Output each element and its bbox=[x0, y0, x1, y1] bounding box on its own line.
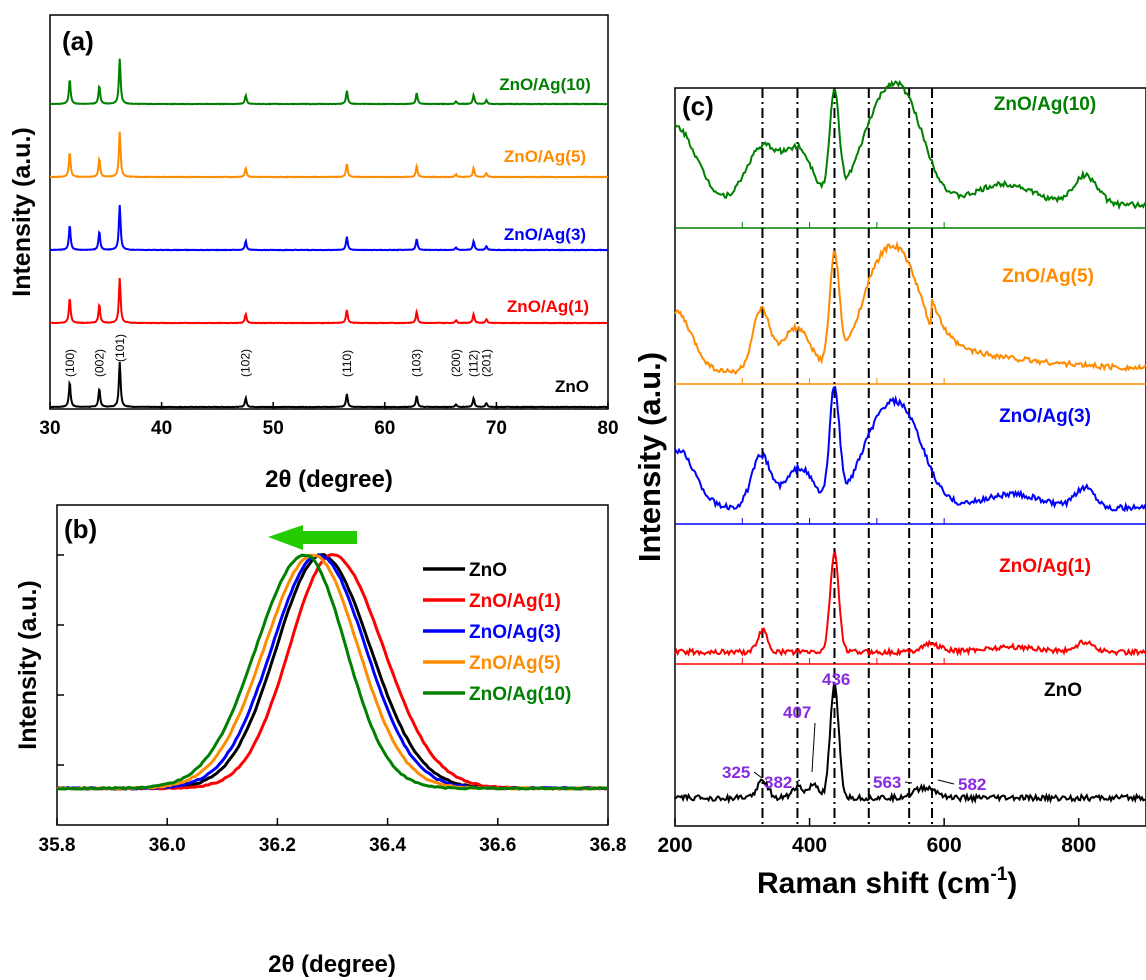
reflection-label: (101) bbox=[113, 334, 127, 362]
annotation-arrow bbox=[904, 781, 913, 784]
x-tick-label: 36.6 bbox=[479, 835, 516, 856]
annotation-arrow bbox=[937, 779, 955, 785]
xrd-series-label: ZnO bbox=[555, 377, 589, 396]
xrd-series-label: ZnO/Ag(1) bbox=[507, 297, 589, 316]
raman-series-zno bbox=[674, 683, 1146, 805]
panel-b-y-ticks bbox=[57, 554, 64, 766]
raman-series-zno-ag-10 bbox=[674, 79, 1146, 211]
annotation-arrow bbox=[753, 771, 763, 779]
x-tick-label: 35.8 bbox=[39, 835, 76, 856]
xrd-series-zno-ag-5 bbox=[49, 131, 609, 179]
x-tick-label: 400 bbox=[792, 834, 827, 857]
x-tick-label: 36.0 bbox=[149, 835, 186, 856]
reflection-label: (112) bbox=[467, 350, 481, 377]
panel-b: (b) ZnO ZnO/Ag(1) ZnO/Ag(3) ZnO/Ag(5) ZnO/Ag… bbox=[14, 504, 627, 978]
xrd-series-zno-ag-10 bbox=[49, 58, 608, 106]
panel-a-curves bbox=[49, 58, 609, 409]
x-tick-label: 36.4 bbox=[369, 835, 406, 856]
panel-c-x-axis-label-main: Raman shift (cm bbox=[757, 867, 990, 900]
xrd-zoom-series-zno-ag-10 bbox=[57, 553, 609, 791]
reflection-label: (100) bbox=[63, 349, 77, 377]
panel-c-x-ticks: 200 400 600 800 bbox=[657, 818, 1096, 857]
xrd-series-zno-ag-3 bbox=[49, 204, 608, 252]
shift-arrow-icon bbox=[268, 525, 357, 550]
raman-series-label: ZnO/Ag(1) bbox=[999, 556, 1091, 577]
raman-series-zno-ag-5 bbox=[674, 240, 1146, 376]
panel-b-frame bbox=[56, 504, 609, 826]
x-tick-label: 36.2 bbox=[259, 835, 296, 856]
reflection-label: (200) bbox=[449, 349, 463, 377]
x-tick-label: 36.8 bbox=[590, 835, 627, 856]
x-tick-label: 200 bbox=[657, 834, 692, 857]
panel-a: (a) ZnO ZnO/Ag(1) ZnO/Ag(3) ZnO/Ag(5) ZnO/Ag… bbox=[8, 14, 619, 493]
panel-c-y-axis-label: Intensity (a.u.) bbox=[632, 352, 667, 562]
peak-annotation-563: 563 bbox=[873, 773, 901, 792]
legend-label: ZnO/Ag(1) bbox=[469, 591, 561, 612]
panel-a-frame bbox=[49, 14, 609, 410]
panel-c-frame bbox=[674, 87, 1146, 827]
panel-b-x-ticks: 35.8 36.0 36.2 36.4 36.6 36.8 bbox=[39, 818, 627, 856]
legend-label: ZnO/Ag(3) bbox=[469, 622, 561, 643]
panel-a-x-ticks: 30 40 50 60 70 80 bbox=[39, 402, 619, 439]
panel-a-x-axis-label: 2θ (degree) bbox=[265, 466, 393, 493]
panel-b-curves bbox=[56, 553, 609, 791]
reflection-label: (110) bbox=[340, 350, 354, 377]
reflection-label: (201) bbox=[479, 349, 493, 377]
x-tick-label: 60 bbox=[374, 418, 395, 439]
peak-annotation-582: 582 bbox=[958, 775, 986, 794]
xrd-series-label: ZnO/Ag(3) bbox=[504, 225, 586, 244]
panel-c: ZnO/Ag(10)ZnO/Ag(5)ZnO/Ag(3)ZnO/Ag(1)ZnO… bbox=[632, 79, 1146, 900]
x-tick-label: 40 bbox=[151, 418, 172, 439]
panel-a-y-axis-label: Intensity (a.u.) bbox=[8, 127, 36, 296]
legend-label: ZnO/Ag(10) bbox=[469, 684, 571, 705]
annotation-arrow bbox=[795, 779, 801, 783]
peak-annotation-436: 436 bbox=[822, 670, 850, 689]
raman-series-label: ZnO/Ag(3) bbox=[999, 406, 1091, 427]
raman-series-label: ZnO/Ag(5) bbox=[1002, 266, 1094, 287]
panel-a-label: (a) bbox=[62, 26, 94, 56]
annotation-arrow bbox=[811, 722, 816, 773]
x-tick-label: 30 bbox=[39, 418, 60, 439]
panel-c-x-axis-label-close: ) bbox=[1007, 867, 1017, 900]
peak-annotation-382: 382 bbox=[764, 773, 792, 792]
x-tick-label: 600 bbox=[927, 834, 962, 857]
legend-label: ZnO/Ag(5) bbox=[469, 653, 561, 674]
panel-b-legend: ZnO ZnO/Ag(1) ZnO/Ag(3) ZnO/Ag(5) ZnO/Ag(10) bbox=[423, 560, 571, 705]
peak-annotation-325: 325 bbox=[722, 763, 750, 782]
panel-c-separators bbox=[675, 222, 1146, 665]
xrd-series-zno bbox=[50, 361, 609, 409]
panel-c-label: (c) bbox=[682, 91, 714, 121]
xrd-series-label: ZnO/Ag(10) bbox=[499, 75, 591, 94]
legend-label: ZnO bbox=[469, 560, 507, 581]
reflection-label: (002) bbox=[92, 349, 106, 377]
raman-series-zno-ag-1 bbox=[674, 549, 1146, 658]
panel-b-label: (b) bbox=[64, 514, 97, 544]
shift-arrow bbox=[268, 525, 357, 550]
raman-series-label: ZnO bbox=[1044, 680, 1082, 701]
raman-series-label: ZnO/Ag(10) bbox=[994, 94, 1096, 115]
panel-b-x-axis-label: 2θ (degree) bbox=[268, 951, 396, 978]
xrd-series-label: ZnO/Ag(5) bbox=[504, 147, 586, 166]
x-tick-label: 800 bbox=[1061, 834, 1096, 857]
raman-series-zno-ag-3 bbox=[674, 385, 1146, 513]
panel-a-series-labels: ZnO ZnO/Ag(1) ZnO/Ag(3) ZnO/Ag(5) ZnO/Ag(10) bbox=[499, 75, 591, 396]
reflection-label: (102) bbox=[239, 349, 253, 377]
panel-c-x-axis-label: Raman shift (cm-1) bbox=[757, 864, 1017, 900]
x-tick-label: 50 bbox=[263, 418, 284, 439]
panel-c-curves bbox=[674, 79, 1146, 805]
xrd-series-zno-ag-1 bbox=[49, 277, 609, 325]
panel-c-x-axis-label-sup: -1 bbox=[990, 864, 1007, 885]
peak-annotation-407: 407 bbox=[783, 703, 811, 722]
x-tick-label: 70 bbox=[486, 418, 507, 439]
panel-c-series-labels: ZnO/Ag(10) ZnO/Ag(5) ZnO/Ag(3) ZnO/Ag(1) ZnO bbox=[994, 94, 1096, 701]
x-tick-label: 80 bbox=[597, 418, 618, 439]
reflection-label: (103) bbox=[410, 349, 424, 377]
panel-b-y-axis-label: Intensity (a.u.) bbox=[14, 580, 42, 749]
panel-a-reflection-labels: (100) (002) (101) (102) (110) (103) (200) (112)… bbox=[63, 334, 494, 377]
panel-c-peak-annotations: 325 382 407 436 563 582 bbox=[722, 670, 986, 794]
